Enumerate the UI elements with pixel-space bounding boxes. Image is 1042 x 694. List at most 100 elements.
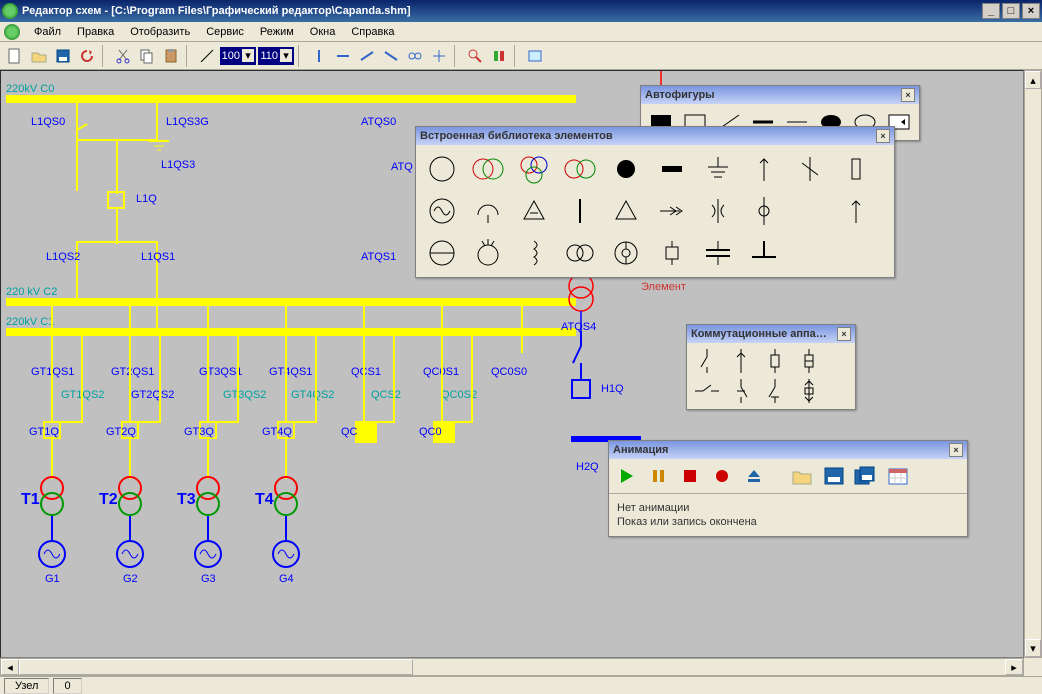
- menu-edit[interactable]: Правка: [69, 24, 122, 40]
- grid-icon[interactable]: [524, 45, 546, 67]
- piv-icon[interactable]: [428, 45, 450, 67]
- save-anim-icon[interactable]: [821, 463, 847, 489]
- comm-panel-header[interactable]: Коммутационные аппа… ×: [687, 325, 855, 343]
- menu-mode[interactable]: Режим: [252, 24, 302, 40]
- num-input-1[interactable]: 100▾: [220, 47, 256, 65]
- open-icon[interactable]: [28, 45, 50, 67]
- lib-halfcirc[interactable]: [466, 191, 510, 231]
- scroll-thumb[interactable]: [19, 659, 413, 675]
- lib-empty3[interactable]: [834, 233, 878, 273]
- library-panel-close-icon[interactable]: ×: [876, 129, 890, 143]
- calendar-icon[interactable]: [885, 463, 911, 489]
- lib-circle[interactable]: [420, 149, 464, 189]
- lib-2circle-h[interactable]: [558, 149, 602, 189]
- anim-panel-header[interactable]: Анимация ×: [609, 441, 967, 459]
- lib-2circ-sm[interactable]: [558, 233, 602, 273]
- bus1-label: 220kV C0: [6, 83, 54, 95]
- scroll-down-icon[interactable]: ▾: [1025, 639, 1041, 657]
- comm-switch-open[interactable]: [691, 347, 723, 375]
- g3-label: G3: [201, 573, 216, 585]
- lib-vline[interactable]: [558, 191, 602, 231]
- scroll-up-icon[interactable]: ▴: [1025, 71, 1041, 89]
- play-icon[interactable]: [613, 463, 639, 489]
- align-v-icon[interactable]: [308, 45, 330, 67]
- lib-3circle[interactable]: [512, 149, 556, 189]
- new-icon[interactable]: [4, 45, 26, 67]
- paste-icon[interactable]: [160, 45, 182, 67]
- lib-circ-node[interactable]: [604, 233, 648, 273]
- library-panel-title: Встроенная библиотека элементов: [420, 130, 613, 142]
- save-all-icon[interactable]: [853, 463, 879, 489]
- library-panel[interactable]: Встроенная библиотека элементов ×: [415, 126, 895, 278]
- open-folder-icon[interactable]: [789, 463, 815, 489]
- shapes-panel-header[interactable]: Автофигуры ×: [641, 86, 919, 104]
- scroll-right-icon[interactable]: ▸: [1005, 659, 1023, 675]
- lib-arrow-up2[interactable]: [834, 191, 878, 231]
- l1qs0-label: L1QS0: [31, 116, 65, 128]
- maximize-button[interactable]: □: [1002, 3, 1020, 19]
- lib-strike[interactable]: [788, 149, 832, 189]
- hand-icon[interactable]: [488, 45, 510, 67]
- pause-icon[interactable]: [645, 463, 671, 489]
- menu-file[interactable]: Файл: [26, 24, 69, 40]
- line-icon[interactable]: [196, 45, 218, 67]
- lib-circ-line[interactable]: [420, 233, 464, 273]
- comm-switch-arrow[interactable]: [725, 347, 757, 375]
- comm-panel-close-icon[interactable]: ×: [837, 327, 851, 341]
- menu-windows[interactable]: Окна: [302, 24, 344, 40]
- lib-spoke[interactable]: [466, 233, 510, 273]
- vertical-scrollbar[interactable]: ▴ ▾: [1024, 70, 1042, 658]
- app-icon: [2, 3, 18, 19]
- cut-icon[interactable]: [112, 45, 134, 67]
- gt2qs1-label: GT2QS1: [111, 366, 154, 378]
- lib-dot[interactable]: [604, 149, 648, 189]
- lib-2circle-red[interactable]: [466, 149, 510, 189]
- eject-icon[interactable]: [741, 463, 767, 489]
- shapes-panel-close-icon[interactable]: ×: [901, 88, 915, 102]
- lib-diamond-v[interactable]: [742, 191, 786, 231]
- move-icon[interactable]: [404, 45, 426, 67]
- lib-coil[interactable]: [512, 233, 556, 273]
- lib-arrow-r[interactable]: [650, 191, 694, 231]
- menu-service[interactable]: Сервис: [198, 24, 252, 40]
- lib-vbar-b[interactable]: [696, 191, 740, 231]
- lib-ground[interactable]: [696, 149, 740, 189]
- diag1-icon[interactable]: [356, 45, 378, 67]
- lib-empty2[interactable]: [788, 233, 832, 273]
- minimize-button[interactable]: _: [982, 3, 1000, 19]
- horizontal-scrollbar[interactable]: ◂ ▸: [0, 658, 1024, 676]
- lib-bar[interactable]: [650, 149, 694, 189]
- close-button[interactable]: ×: [1022, 3, 1040, 19]
- num-input-2[interactable]: 110▾: [258, 47, 294, 65]
- lib-arrow-up[interactable]: [742, 149, 786, 189]
- lib-sine[interactable]: [420, 191, 464, 231]
- lib-sq-sm[interactable]: [650, 233, 694, 273]
- lib-cap[interactable]: [696, 233, 740, 273]
- lib-gnd2[interactable]: [742, 233, 786, 273]
- save-icon[interactable]: [52, 45, 74, 67]
- align-h-icon[interactable]: [332, 45, 354, 67]
- scroll-left-icon[interactable]: ◂: [1, 659, 19, 675]
- stop-icon[interactable]: [677, 463, 703, 489]
- refresh-icon[interactable]: [76, 45, 98, 67]
- comm-disc1[interactable]: [691, 377, 723, 405]
- comm-disc2[interactable]: [725, 377, 757, 405]
- lib-rect-v[interactable]: [834, 149, 878, 189]
- menu-help[interactable]: Справка: [343, 24, 402, 40]
- comm-updown[interactable]: [793, 377, 825, 405]
- zoom-icon[interactable]: [464, 45, 486, 67]
- anim-panel[interactable]: Анимация × Нет анимации Показ или запись…: [608, 440, 968, 537]
- menu-view[interactable]: Отобразить: [122, 24, 198, 40]
- diag2-icon[interactable]: [380, 45, 402, 67]
- lib-tri-a[interactable]: [512, 191, 556, 231]
- lib-tri[interactable]: [604, 191, 648, 231]
- comm-breaker2[interactable]: [793, 347, 825, 375]
- record-icon[interactable]: [709, 463, 735, 489]
- library-panel-header[interactable]: Встроенная библиотека элементов ×: [416, 127, 894, 145]
- comm-panel[interactable]: Коммутационные аппа… ×: [686, 324, 856, 410]
- comm-breaker1[interactable]: [759, 347, 791, 375]
- lib-empty1[interactable]: [788, 191, 832, 231]
- anim-panel-close-icon[interactable]: ×: [949, 443, 963, 457]
- comm-disc3[interactable]: [759, 377, 791, 405]
- copy-icon[interactable]: [136, 45, 158, 67]
